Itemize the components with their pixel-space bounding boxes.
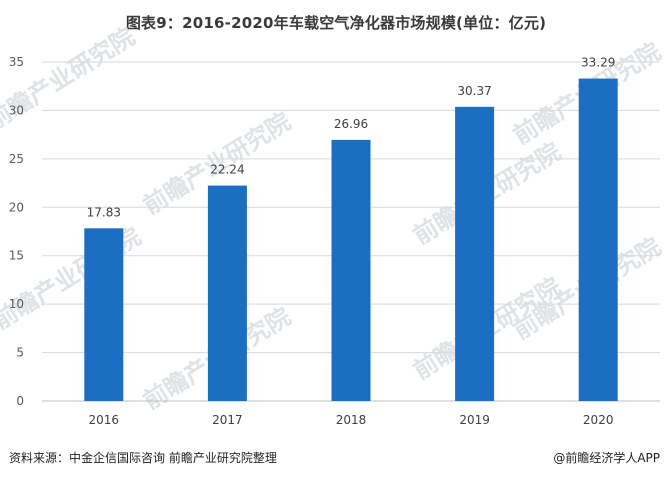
data-label: 17.83 <box>87 205 121 219</box>
value-labels: 17.83 22.24 26.96 30.37 33.29 <box>87 56 616 220</box>
bar-2017 <box>207 185 247 401</box>
x-tick-label: 2016 <box>89 413 120 427</box>
y-tick-label: 0 <box>16 394 24 408</box>
chart-title: 图表9：2016-2020年车载空气净化器市场规模(单位：亿元) <box>125 14 547 32</box>
watermark-text: 前瞻产业研究院 <box>0 22 140 135</box>
x-tick-label: 2020 <box>583 413 614 427</box>
data-label: 26.96 <box>334 117 368 131</box>
x-axis: 2016 2017 2018 2019 2020 <box>89 413 614 427</box>
y-tick-label: 5 <box>16 346 24 360</box>
x-tick-label: 2017 <box>212 413 243 427</box>
source-note: 资料来源：中金企信国际咨询 前瞻产业研究院整理 <box>9 451 277 465</box>
watermark-text: 前瞻产业研究院 <box>0 222 146 335</box>
y-tick-label: 15 <box>9 249 24 263</box>
y-tick-label: 25 <box>9 152 24 166</box>
bar-2016 <box>84 228 124 401</box>
bar-2019 <box>455 106 495 402</box>
x-tick-label: 2018 <box>336 413 367 427</box>
bars <box>84 78 618 402</box>
bar-2018 <box>331 139 371 401</box>
y-tick-label: 35 <box>9 55 24 69</box>
y-tick-label: 30 <box>9 103 24 117</box>
credit-note: @前瞻经济学人APP <box>553 451 660 465</box>
bar-2020 <box>578 78 618 402</box>
data-label: 33.29 <box>581 56 615 70</box>
y-axis: 0 5 10 15 20 25 30 35 <box>9 55 24 408</box>
data-label: 30.37 <box>457 84 491 98</box>
y-tick-label: 10 <box>9 297 24 311</box>
x-tick-label: 2019 <box>459 413 490 427</box>
y-tick-label: 20 <box>9 200 24 214</box>
data-label: 22.24 <box>210 163 244 177</box>
